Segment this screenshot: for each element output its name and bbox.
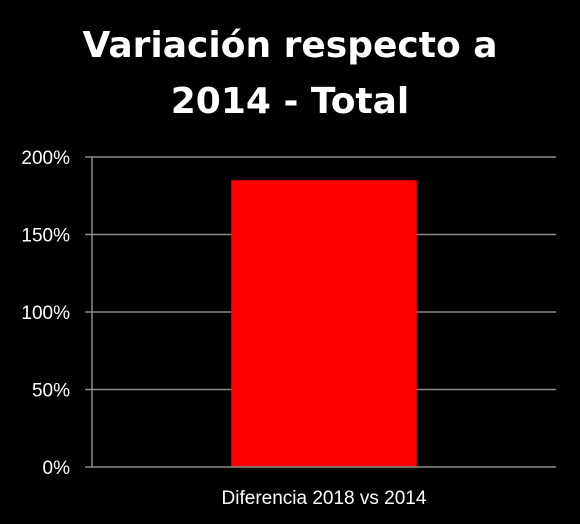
y-tick-label: 0%: [43, 458, 71, 479]
y-tick-label: 50%: [32, 381, 70, 402]
bar: [231, 180, 417, 467]
chart-title-line-2: 2014 - Total: [170, 81, 410, 122]
y-tick-label: 100%: [21, 303, 70, 324]
chart-title: Variación respecto a 2014 - Total: [0, 18, 580, 130]
axes: [85, 156, 556, 468]
chart-title-line-1: Variación respecto a: [82, 25, 498, 66]
tick-labels: 0% 50% 100% 150% 200% Diferencia 2018 vs 2014: [21, 148, 426, 509]
y-tick-label: 150%: [21, 226, 70, 247]
y-tick-label: 200%: [21, 148, 70, 169]
bars: [231, 180, 417, 467]
x-category-label: Diferencia 2018 vs 2014: [222, 488, 427, 509]
